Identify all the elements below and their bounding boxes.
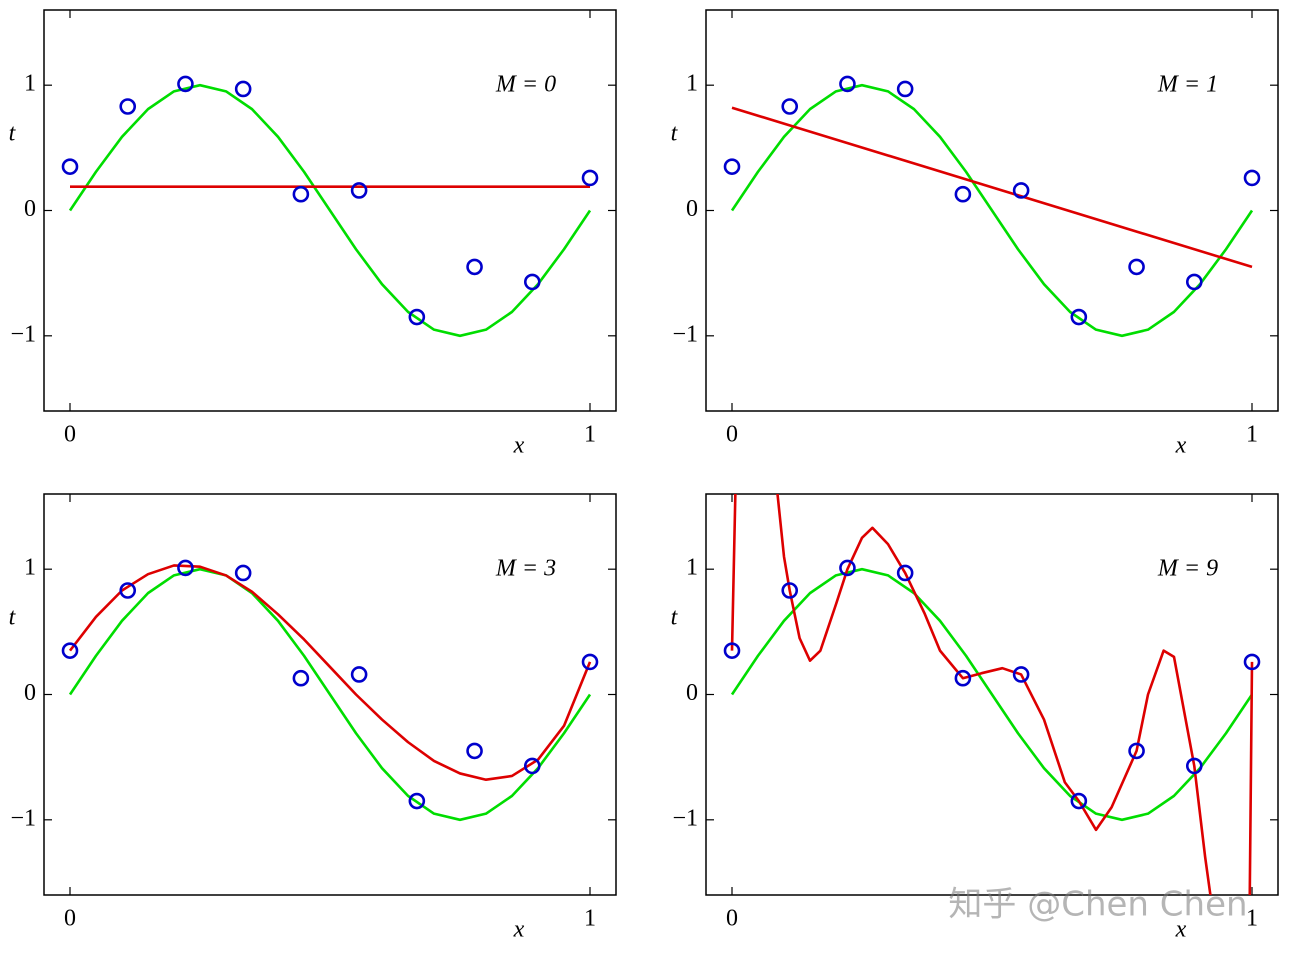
data-point [1012,182,1030,199]
data-point [1012,666,1030,683]
x-tick-label: 0 [726,906,738,932]
data-point [1185,757,1203,775]
y-tick-label: 0 [24,196,36,222]
data-point [1243,653,1261,671]
panel: −1 0 1 0 1 x t M = 0 [9,9,617,459]
data-point [781,98,799,115]
data-point [61,158,79,175]
annotation: M = 3 [495,556,556,582]
data-point [1243,169,1261,187]
y-tick-label: 0 [686,680,698,706]
y-tick-label: −1 [10,805,36,831]
data-point [1070,792,1088,810]
data-point [896,564,914,582]
y-tick-label: −1 [672,805,698,831]
data-point [466,258,483,276]
y-tick-label: 1 [686,71,698,97]
data-point [1128,742,1145,760]
x-tick-label: 1 [1246,422,1258,448]
data-point [177,75,194,93]
data-point [1070,308,1088,326]
y-axis-label: t [671,605,679,631]
data-point [119,582,137,599]
curve [731,106,1253,269]
data-point [581,169,599,187]
panel: −1 0 1 0 1 x t M = 9 [671,493,1279,943]
data-point [234,80,252,98]
watermark: 知乎 @Chen Chen [948,885,1247,925]
annotation: M = 1 [1157,72,1218,98]
curve [730,494,1254,895]
y-tick-label: 1 [686,555,698,581]
x-axis-label: x [513,433,525,459]
x-tick-label: 1 [584,906,596,932]
curve [68,564,592,782]
data-point [292,185,310,203]
data-point [839,559,856,577]
panel: −1 0 1 0 1 x t M = 1 [671,9,1279,459]
y-tick-label: 0 [24,680,36,706]
y-axis-label: t [9,605,17,631]
y-tick-label: 0 [686,196,698,222]
data-point [523,757,541,775]
data-point [177,559,194,577]
curve [730,567,1254,822]
x-tick-label: 0 [64,906,76,932]
y-tick-label: −1 [672,321,698,347]
data-point [1185,273,1203,291]
data-point [896,80,914,98]
data-point [954,669,972,687]
data-point [61,642,79,659]
data-point [119,98,137,115]
x-tick-label: 1 [1246,906,1258,932]
data-point [408,308,426,326]
data-point [408,792,426,810]
data-point [350,182,368,199]
curve [68,567,592,822]
data-point [781,582,799,599]
data-point [581,653,599,671]
curve [68,83,592,338]
y-tick-label: 1 [24,555,36,581]
y-tick-label: −1 [10,321,36,347]
annotation: M = 9 [1157,556,1218,582]
data-point [954,185,972,203]
data-point [723,158,741,175]
data-point [723,642,741,659]
panel: −1 0 1 0 1 x t M = 3 [9,493,617,943]
x-axis-label: x [1175,917,1187,943]
y-axis-label: t [9,121,17,147]
x-axis-label: x [513,917,525,943]
x-tick-label: 0 [64,422,76,448]
data-point [1128,258,1145,276]
x-tick-label: 0 [726,422,738,448]
x-axis-label: x [1175,433,1187,459]
data-point [292,669,310,687]
data-point [234,564,252,582]
y-tick-label: 1 [24,71,36,97]
data-point [466,742,483,760]
x-tick-label: 1 [584,422,596,448]
y-axis-label: t [671,121,679,147]
data-point [523,273,541,291]
data-point [839,75,856,93]
curve [730,83,1254,338]
annotation: M = 0 [495,72,556,98]
data-point [350,666,368,683]
